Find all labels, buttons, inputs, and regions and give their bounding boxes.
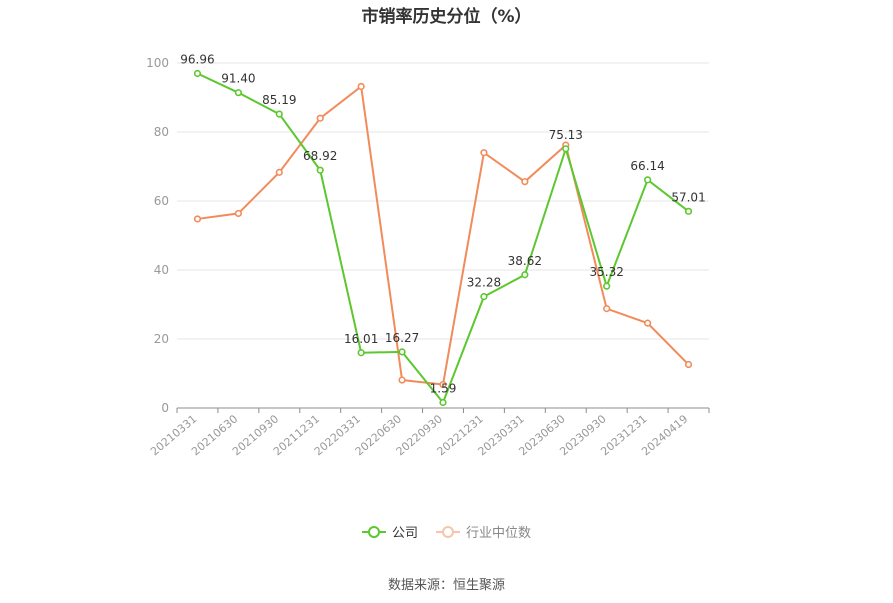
data-point-industry [275,168,283,176]
data-label-company: 32.28 [467,276,501,290]
data-point-industry [684,360,693,369]
series-line-company [197,72,690,405]
data-point-company [644,176,652,184]
data-point-company [684,207,693,215]
data-point-company [439,398,447,407]
data-point-industry [603,305,611,313]
data-label-company: 68.92 [303,149,337,163]
data-label-company: 35.32 [590,265,624,279]
legend-label-company: 公司 [391,526,418,541]
data-source: 数据来源：恒生聚源 [387,578,505,593]
data-label-company: 91.40 [221,72,255,86]
data-point-company [603,282,611,290]
data-label-company: 66.14 [630,159,664,173]
data-point-industry [480,149,488,157]
chart-title: 市销率历史分位（%） [361,7,532,27]
legend-marker-company [361,525,386,539]
data-point-company [398,348,406,356]
data-point-company [316,166,324,174]
data-point-industry [357,82,365,91]
data-label-company: 1.59 [430,382,457,396]
data-label-company: 96.96 [180,52,214,66]
y-tick-label: 80 [154,125,169,139]
legend: 公司 行业中位数 [0,522,893,541]
data-point-industry [193,215,202,223]
data-point-industry [316,114,324,122]
legend-label-industry: 行业中位数 [466,526,532,541]
data-label-company: 85.19 [262,93,296,107]
data-point-industry [234,209,242,218]
y-tick-label: 40 [154,263,169,277]
y-tick-label: 0 [161,401,169,415]
legend-item-industry[interactable]: 行业中位数 [436,522,531,541]
data-point-company [234,89,242,97]
data-label-company: 38.62 [508,254,542,268]
data-point-company [275,110,283,118]
series-line-industry [197,84,690,386]
data-point-company [480,293,488,301]
y-tick-label: 20 [154,332,169,346]
data-label-company: 75.13 [549,128,583,142]
legend-item-company[interactable]: 公司 [361,522,418,541]
y-tick-label: 60 [154,194,169,208]
data-point-company [357,349,365,357]
data-label-company: 57.01 [671,190,705,204]
data-point-industry [398,376,406,384]
data-point-industry [644,319,652,327]
data-point-industry [521,178,529,186]
legend-marker-industry [436,525,460,539]
y-tick-label: 100 [146,56,169,70]
data-point-company [562,145,570,153]
data-point-industry [439,380,447,389]
data-point-company [521,271,529,279]
line-chart: 0204060801002021033120210630202109302021… [146,52,710,458]
data-point-company [193,69,202,78]
data-label-company: 16.27 [385,331,419,345]
data-label-company: 16.01 [344,332,378,346]
